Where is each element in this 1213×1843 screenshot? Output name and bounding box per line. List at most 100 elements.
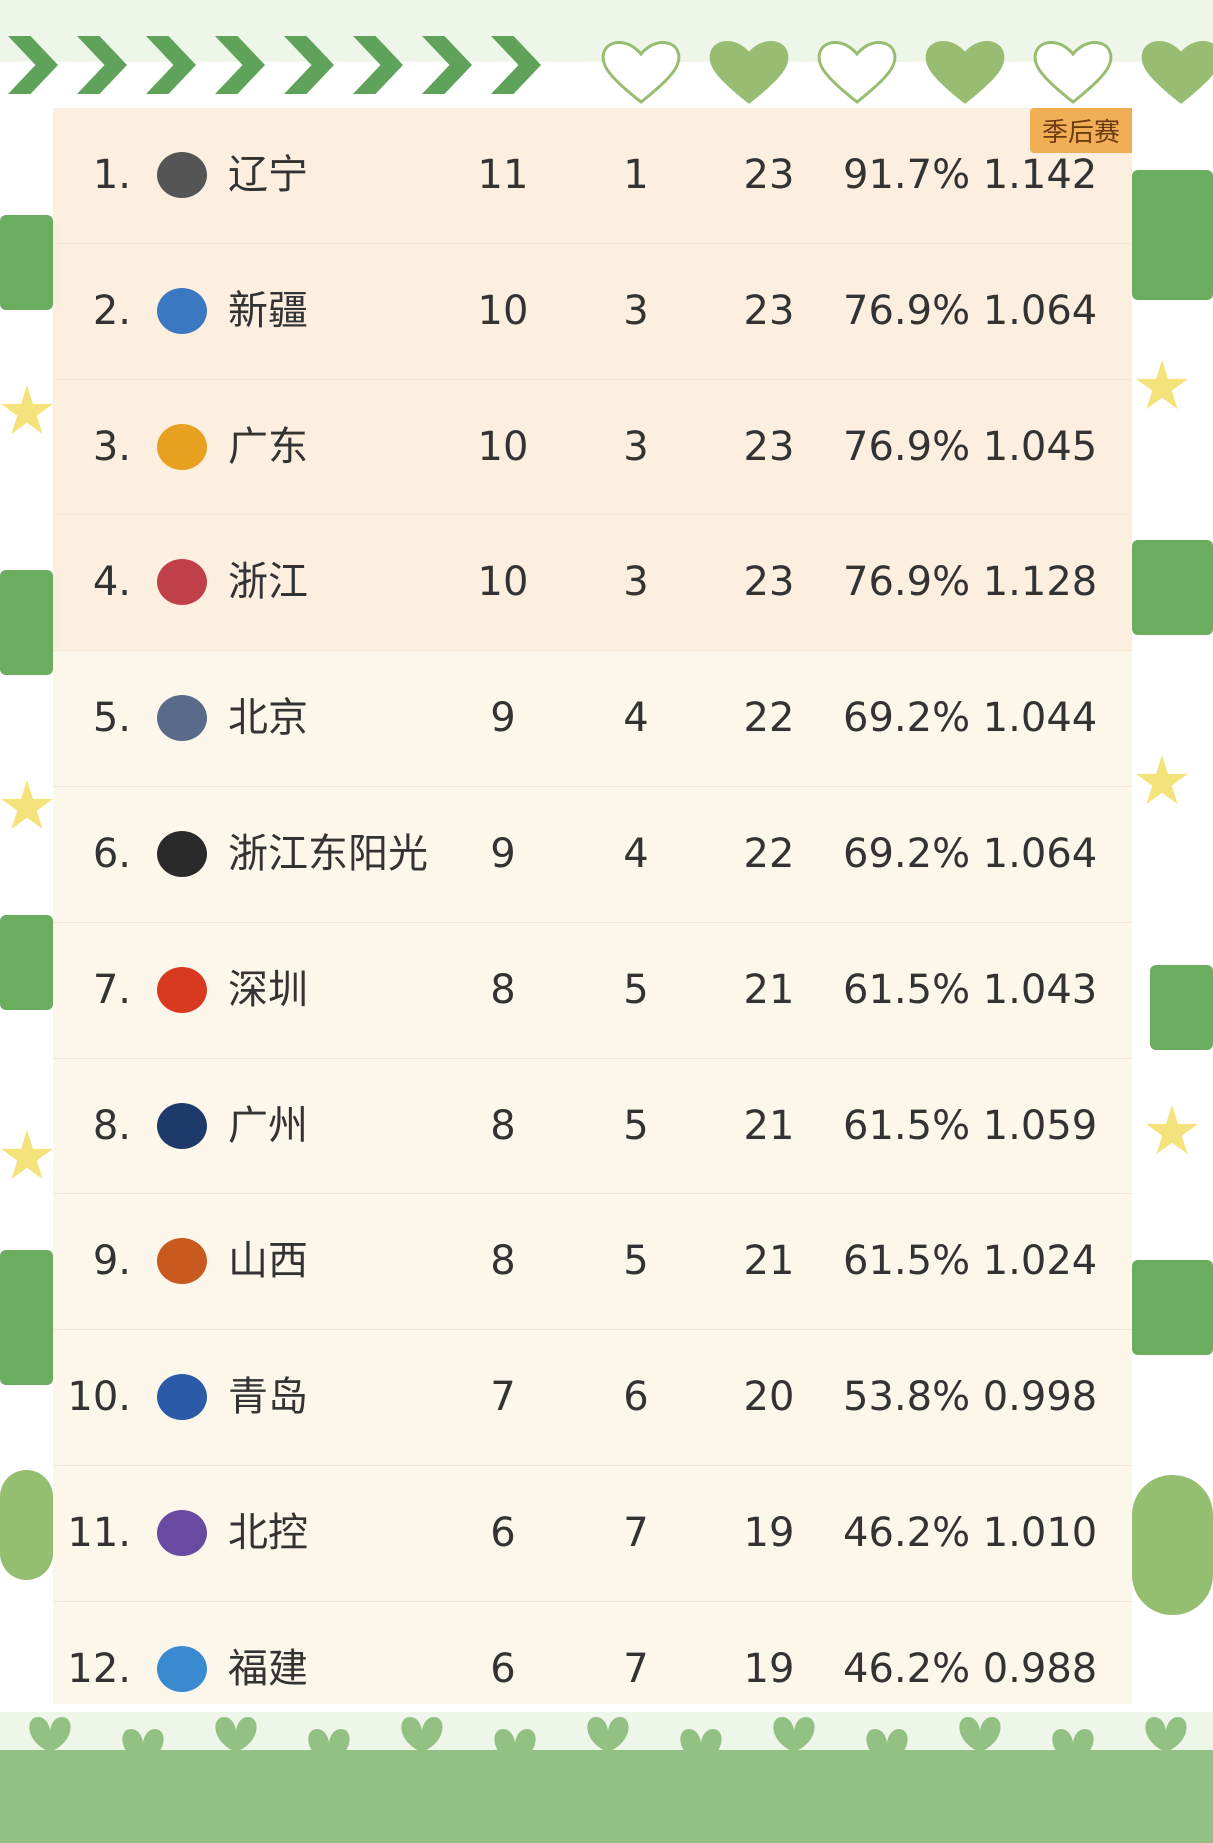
gift-icon <box>1132 1260 1213 1355</box>
score-ratio: 1.064 <box>982 287 1098 334</box>
wins: 7 <box>490 1374 516 1421</box>
score-ratio: 1.059 <box>982 1102 1098 1149</box>
sprout-icon <box>671 1724 731 1804</box>
points: 23 <box>743 152 795 198</box>
team-logo-icon <box>157 1238 207 1285</box>
losses: 4 <box>623 830 649 877</box>
score-ratio: 0.988 <box>982 1645 1098 1692</box>
heart-icon <box>814 38 900 104</box>
gift-icon <box>1150 965 1213 1050</box>
sprout-icon <box>206 1712 266 1792</box>
win-percentage: 91.7% <box>843 152 971 198</box>
gift-icon <box>0 915 53 1010</box>
heart-icon <box>1030 38 1116 104</box>
points: 22 <box>743 695 795 742</box>
team-name: 北京 <box>228 695 308 742</box>
team-logo-icon <box>157 1645 207 1692</box>
gift-icon <box>0 1250 53 1385</box>
rank: 5. <box>92 695 131 742</box>
points: 19 <box>743 1645 795 1692</box>
rank: 1. <box>92 152 131 198</box>
wins: 9 <box>490 830 516 877</box>
score-ratio: 0.998 <box>982 1374 1098 1421</box>
bean-character-icon <box>0 1470 53 1580</box>
table-row[interactable]: 11. 北控 6 7 19 46.2% 1.010 <box>53 1465 1132 1602</box>
rank: 10. <box>67 1374 131 1421</box>
table-row[interactable]: 8. 广州 8 5 21 61.5% 1.059 <box>53 1058 1132 1195</box>
heart-icon <box>706 38 792 104</box>
wins: 10 <box>477 287 529 334</box>
points: 21 <box>743 1102 795 1149</box>
win-percentage: 76.9% <box>843 423 971 470</box>
score-ratio: 1.043 <box>982 966 1098 1013</box>
team-logo-icon <box>157 559 207 606</box>
score-ratio: 1.064 <box>982 830 1098 877</box>
team-logo-icon <box>157 695 207 742</box>
gift-icon <box>0 570 53 675</box>
win-percentage: 76.9% <box>843 287 971 334</box>
losses: 7 <box>623 1509 649 1556</box>
table-row[interactable]: 3. 广东 10 3 23 76.9% 1.045 <box>53 379 1132 516</box>
points: 21 <box>743 1238 795 1285</box>
rank: 12. <box>67 1645 131 1692</box>
losses: 5 <box>623 1238 649 1285</box>
table-row[interactable]: 4. 浙江 10 3 23 76.9% 1.128 <box>53 515 1132 652</box>
losses: 7 <box>623 1645 649 1692</box>
sprout-icon <box>392 1712 452 1792</box>
wins: 9 <box>490 695 516 742</box>
standings-table: 季后赛 1. 辽宁 11 1 23 91.7% 1.142 2. 新疆 10 3 … <box>53 108 1132 1704</box>
team-name: 广东 <box>228 423 308 470</box>
table-row[interactable]: 10. 青岛 7 6 20 53.8% 0.998 <box>53 1330 1132 1466</box>
sprout-icon <box>20 1712 80 1792</box>
sprout-icon <box>950 1712 1010 1792</box>
win-percentage: 69.2% <box>843 695 971 742</box>
heart-icon <box>1138 38 1213 104</box>
table-row[interactable]: 6. 浙江东阳光 9 4 22 69.2% 1.064 <box>53 786 1132 923</box>
team-name: 浙江东阳光 <box>228 830 428 877</box>
rank: 8. <box>92 1102 131 1149</box>
table-row[interactable]: 1. 辽宁 11 1 23 91.7% 1.142 <box>53 108 1132 244</box>
win-percentage: 61.5% <box>843 1238 971 1285</box>
win-percentage: 61.5% <box>843 1102 971 1149</box>
sprout-icon <box>764 1712 824 1792</box>
wins: 6 <box>490 1645 516 1692</box>
team-name: 新疆 <box>228 287 308 334</box>
table-row[interactable]: 12. 福建 6 7 19 46.2% 0.988 <box>53 1601 1132 1704</box>
sprout-icon <box>857 1724 917 1804</box>
table-row[interactable]: 9. 山西 8 5 21 61.5% 1.024 <box>53 1194 1132 1331</box>
team-logo-icon <box>157 423 207 470</box>
wins: 11 <box>477 152 529 198</box>
wins: 8 <box>490 1238 516 1285</box>
wins: 8 <box>490 1102 516 1149</box>
table-row[interactable]: 7. 深圳 8 5 21 61.5% 1.043 <box>53 922 1132 1059</box>
table-row[interactable]: 2. 新疆 10 3 23 76.9% 1.064 <box>53 243 1132 380</box>
points: 23 <box>743 423 795 470</box>
sprout-icon <box>299 1724 359 1804</box>
win-percentage: 61.5% <box>843 966 971 1013</box>
gift-icon <box>1132 170 1213 300</box>
team-logo-icon <box>157 152 207 198</box>
points: 23 <box>743 287 795 334</box>
points: 22 <box>743 830 795 877</box>
rank: 3. <box>92 423 131 470</box>
table-row[interactable]: 5. 北京 9 4 22 69.2% 1.044 <box>53 651 1132 787</box>
rank: 4. <box>92 559 131 606</box>
wins: 8 <box>490 966 516 1013</box>
win-percentage: 69.2% <box>843 830 971 877</box>
team-logo-icon <box>157 287 207 334</box>
losses: 5 <box>623 966 649 1013</box>
score-ratio: 1.044 <box>982 695 1098 742</box>
sprout-icon <box>113 1724 173 1804</box>
wins: 10 <box>477 559 529 606</box>
team-name: 广州 <box>228 1102 308 1149</box>
rank: 9. <box>92 1238 131 1285</box>
team-name: 福建 <box>228 1645 308 1692</box>
team-name: 辽宁 <box>228 152 308 198</box>
gift-icon <box>1132 540 1213 635</box>
sprout-icon <box>1136 1712 1196 1792</box>
rank: 2. <box>92 287 131 334</box>
sprout-icon <box>578 1712 638 1792</box>
heart-icon <box>922 38 1008 104</box>
losses: 5 <box>623 1102 649 1149</box>
losses: 3 <box>623 287 649 334</box>
